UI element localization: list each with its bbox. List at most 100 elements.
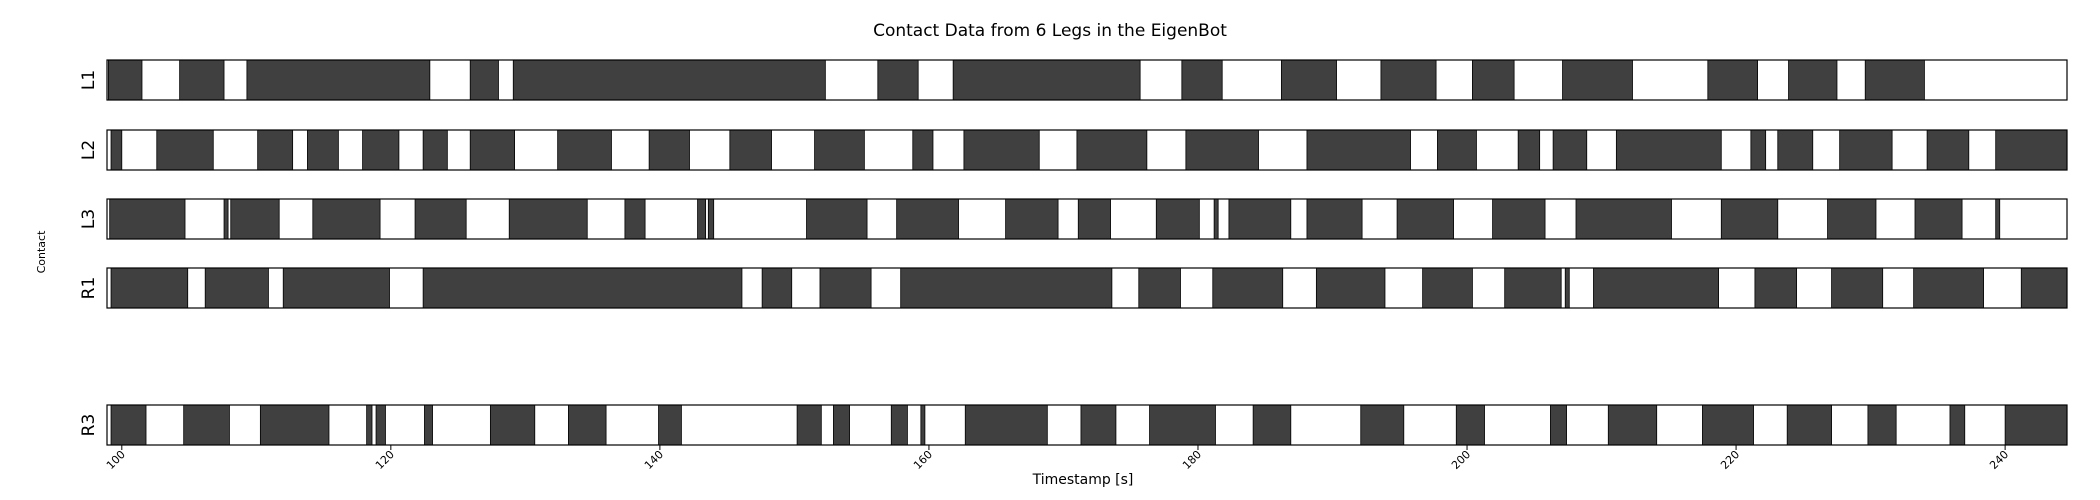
contact-bar [1213, 198, 1219, 240]
contact-bar [204, 267, 269, 309]
contact-bar [1005, 198, 1059, 240]
contact-bar [1839, 129, 1893, 171]
row-r3: R3 [79, 404, 2068, 446]
contact-bar [729, 129, 772, 171]
contact-bar [424, 404, 433, 446]
contact-bar [1550, 404, 1567, 446]
contact-bar [806, 198, 868, 240]
contact-bar [900, 267, 1113, 309]
contact-bar [1437, 129, 1477, 171]
contact-bar [1607, 404, 1658, 446]
x-tick-label: 120 [373, 448, 397, 472]
contact-bar [1280, 59, 1337, 101]
contact-bar [110, 404, 147, 446]
row-frame [106, 404, 2068, 446]
contact-bar [1212, 267, 1284, 309]
contact-bar [624, 198, 646, 240]
contact-bar [1750, 129, 1767, 171]
contact-bar [1472, 59, 1515, 101]
contact-bar [761, 267, 793, 309]
contact-bar [568, 404, 607, 446]
contact-bar [1252, 404, 1292, 446]
contact-bar [1138, 267, 1181, 309]
contact-bar [1913, 267, 1984, 309]
contact-bar [1702, 404, 1754, 446]
contact-bar [489, 404, 536, 446]
contact-bar [1831, 267, 1884, 309]
contact-bar [1396, 198, 1454, 240]
contact-bar [1306, 198, 1363, 240]
contact-bar [912, 129, 934, 171]
contact-bar [508, 198, 588, 240]
contact-bar [156, 129, 214, 171]
contact-bar [366, 404, 373, 446]
contact-bar [1864, 59, 1925, 101]
contact-bar [183, 404, 230, 446]
contact-bar [1422, 267, 1473, 309]
contact-bar [964, 404, 1048, 446]
x-tick-label: 240 [1987, 448, 2011, 472]
contact-bar [648, 129, 690, 171]
x-tick-label: 100 [104, 448, 128, 472]
contact-bar [697, 198, 707, 240]
contact-bar [1228, 198, 1292, 240]
x-axis-label: Timestamp [s] [1032, 472, 1134, 488]
contact-bar [890, 404, 908, 446]
contact-bar [877, 59, 919, 101]
contact-bar [1380, 59, 1437, 101]
contact-bar [1552, 129, 1588, 171]
contact-bar [414, 198, 467, 240]
contact-bar [110, 129, 123, 171]
contact-bar [1315, 267, 1386, 309]
contact-bar [1786, 404, 1832, 446]
y-axis-label: Contact [35, 230, 48, 273]
contact-bar [658, 404, 682, 446]
contact-bar [1914, 198, 1963, 240]
contact-bar [707, 198, 715, 240]
contact-bar [312, 198, 381, 240]
contact-bar [833, 404, 850, 446]
x-tick-label: 160 [911, 448, 935, 472]
contact-bar [1593, 267, 1719, 309]
contact-bar [230, 198, 280, 240]
contact-bar [282, 267, 390, 309]
contact-bar [1181, 59, 1223, 101]
contact-bar [1575, 198, 1672, 240]
contact-bar [1707, 59, 1758, 101]
row-label: L3 [79, 209, 99, 229]
contact-bar [422, 267, 743, 309]
contact-bar [1504, 267, 1562, 309]
contact-bar [1076, 129, 1148, 171]
contact-bar [952, 59, 1141, 101]
contact-bar [469, 59, 499, 101]
contact-bar [1492, 198, 1546, 240]
row-frame [106, 267, 2068, 309]
contact-bar [1777, 129, 1814, 171]
contact-bar [796, 404, 822, 446]
contact-bar [1788, 59, 1838, 101]
contact-bar [1827, 198, 1877, 240]
contact-bar [257, 129, 294, 171]
contact-bar [1455, 404, 1485, 446]
contact-bar [422, 129, 448, 171]
row-label: L1 [79, 70, 99, 90]
contact-bar [469, 129, 515, 171]
contact-bar [896, 198, 959, 240]
contact-bar [179, 59, 225, 101]
contact-bar [512, 59, 826, 101]
contact-bar [963, 129, 1040, 171]
contact-bar [1360, 404, 1405, 446]
contact-bar [1077, 198, 1111, 240]
contact-bar [2004, 404, 2068, 446]
chart-title: Contact Data from 6 Legs in the EigenBot [873, 21, 1227, 41]
contact-bar [1155, 198, 1200, 240]
contact-bar [814, 129, 865, 171]
contact-bar [307, 129, 339, 171]
row-frame [106, 59, 2068, 101]
contact-bar [1564, 267, 1570, 309]
contact-bar [107, 59, 143, 101]
x-tick-label: 180 [1180, 448, 1204, 472]
row-l1: L1 [79, 59, 2068, 101]
row-frame [106, 198, 2068, 240]
contact-rows: L1 L2 L3 R1 R3 [79, 59, 2068, 446]
